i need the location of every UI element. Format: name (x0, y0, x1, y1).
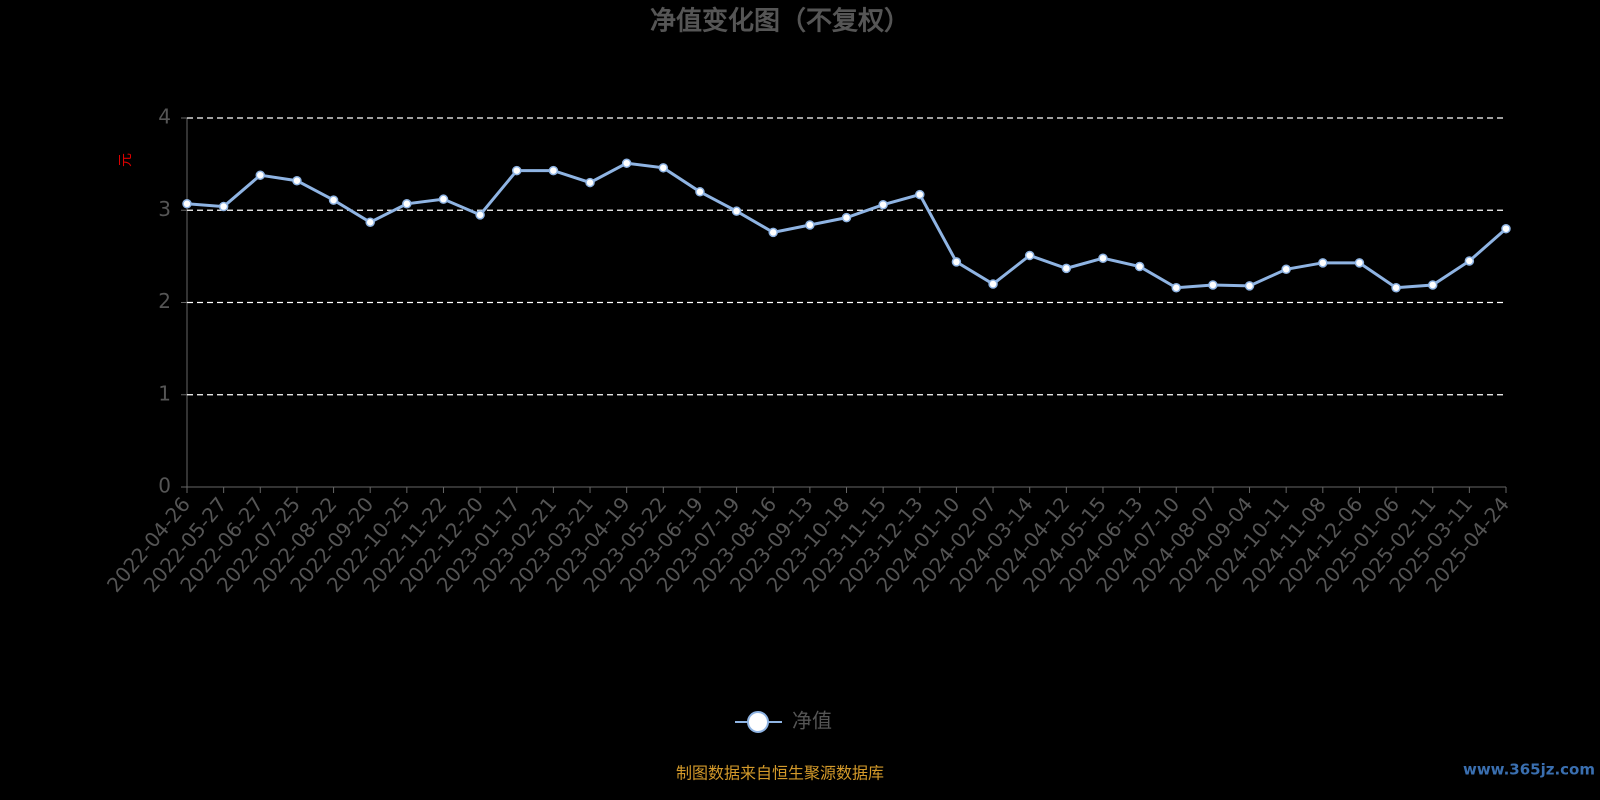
point (1391, 282, 1401, 293)
y-tick-label: 0 (158, 474, 171, 498)
point (1244, 281, 1255, 291)
point (292, 175, 302, 186)
point (1134, 261, 1145, 272)
point (585, 177, 595, 188)
chart-title: 净值变化图（不复权） (650, 6, 910, 37)
legend-label[interactable]: 净值 (792, 709, 832, 733)
point (988, 279, 998, 289)
point (365, 217, 375, 227)
watermark: www.365jz.com (1463, 761, 1595, 779)
y-tick-label: 3 (158, 197, 171, 221)
point (1171, 282, 1181, 293)
legend-marker (747, 711, 769, 733)
point (695, 187, 705, 197)
point (512, 165, 522, 176)
point (548, 165, 559, 176)
point (841, 212, 852, 223)
point (255, 170, 266, 180)
point (878, 199, 888, 210)
point (1501, 223, 1511, 234)
point (182, 199, 192, 209)
point (1024, 250, 1035, 261)
point (621, 158, 632, 168)
point (475, 210, 485, 220)
series-line (186, 161, 1507, 290)
point (328, 195, 339, 205)
point (658, 163, 669, 173)
point (1318, 258, 1328, 268)
point (1061, 263, 1072, 274)
point (1427, 280, 1438, 290)
point (805, 220, 815, 230)
point (1354, 258, 1365, 268)
source-note: 制图数据来自恒生聚源数据库 (676, 764, 884, 783)
y-tick-label: 1 (158, 381, 171, 405)
point (915, 189, 925, 200)
point (1464, 256, 1475, 266)
point (1098, 253, 1108, 263)
point (402, 199, 412, 209)
y-axis-label: 元 (118, 153, 134, 167)
point (768, 227, 778, 238)
y-tick-label: 2 (158, 289, 171, 313)
point (731, 206, 742, 216)
point (218, 201, 229, 212)
point (1208, 280, 1218, 290)
point (438, 194, 449, 204)
point (951, 257, 962, 267)
point (1281, 264, 1291, 275)
y-tick-label: 4 (158, 105, 171, 129)
